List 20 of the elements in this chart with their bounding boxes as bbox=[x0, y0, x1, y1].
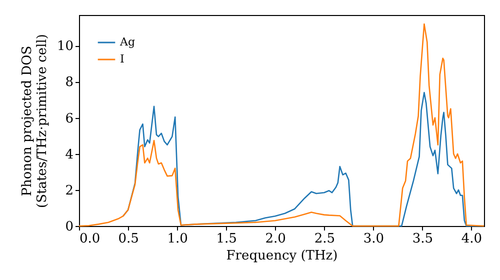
x-tick-label: 0.0 bbox=[80, 232, 100, 246]
legend-label: I bbox=[120, 52, 124, 66]
y-tick-label: 0 bbox=[65, 220, 74, 234]
x-tick-label: 2.0 bbox=[265, 232, 286, 246]
y-tick-label: 2 bbox=[65, 183, 74, 198]
x-tick-label: 1.5 bbox=[216, 232, 237, 246]
x-tick-label: 2.5 bbox=[314, 232, 335, 246]
y-tick-label: 6 bbox=[65, 111, 74, 126]
x-tick-label: 3.0 bbox=[363, 232, 384, 246]
y-tick-label: 10 bbox=[56, 39, 74, 54]
x-tick-label: 3.5 bbox=[412, 232, 434, 246]
x-axis-title: Frequency (THz) bbox=[226, 248, 338, 264]
x-tick-label: 0.5 bbox=[118, 232, 139, 246]
x-tick-label: 1.0 bbox=[167, 232, 188, 246]
y-tick-label: 8 bbox=[65, 75, 74, 90]
x-tick-label: 4.0 bbox=[461, 232, 482, 246]
y-tick-label: 4 bbox=[65, 147, 74, 162]
legend-label: Ag bbox=[119, 36, 135, 48]
line-series bbox=[78, 23, 485, 227]
y-axis-title: Phonon projected DOS (States/THz·primitive cell) bbox=[20, 34, 50, 208]
